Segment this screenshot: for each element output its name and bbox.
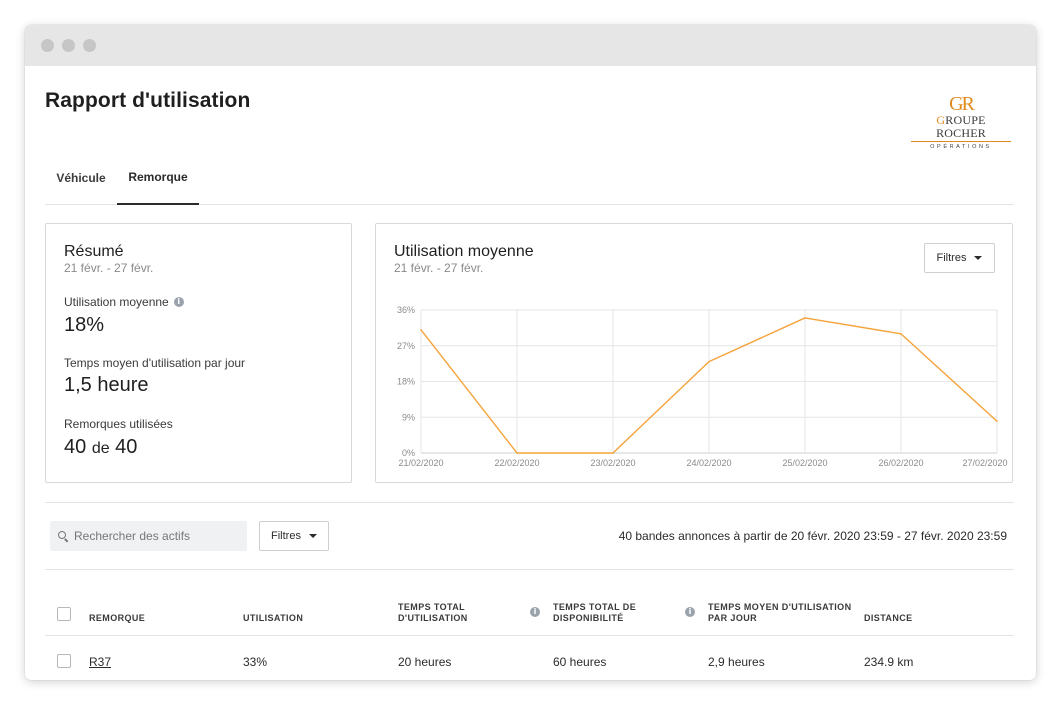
y-tick-label: 18%	[397, 377, 415, 387]
data-point	[996, 420, 998, 423]
th-trailer[interactable]: REMORQUE	[89, 613, 146, 623]
assets-filter-button[interactable]: Filtres	[259, 521, 329, 551]
tab-remorque[interactable]: Remorque	[117, 150, 199, 205]
metric-label-avg-utilisation: Utilisation moyenne i	[64, 295, 184, 309]
metric-label-trailers-used: Remorques utilisées	[64, 417, 173, 431]
x-tick-label: 23/02/2020	[590, 458, 635, 468]
th-avg-per-day[interactable]: TEMPS MOYEN D'UTILISATION PAR JOUR	[708, 602, 852, 623]
asset-search[interactable]	[50, 521, 247, 551]
x-tick-label: 24/02/2020	[686, 458, 731, 468]
metric-value-avg-utilisation: 18%	[64, 314, 105, 336]
data-point	[420, 329, 422, 331]
section-divider	[45, 502, 1014, 503]
window-titlebar	[25, 25, 1036, 66]
search-input[interactable]	[74, 529, 234, 543]
x-tick-label: 25/02/2020	[782, 458, 827, 468]
logo-subtitle: OPÉRATIONS	[930, 144, 992, 150]
window-dot-zoom[interactable]	[83, 39, 96, 52]
caret-down-icon	[308, 534, 317, 538]
cell-total-time: 20 heures	[398, 655, 452, 669]
data-point	[516, 452, 518, 454]
data-point	[612, 452, 614, 454]
th-distance[interactable]: DISTANCE	[864, 613, 913, 623]
info-icon[interactable]: i	[173, 297, 184, 307]
y-tick-label: 36%	[397, 305, 415, 315]
th-availability[interactable]: TEMPS TOTAL DE DISPONIBILITÉ	[553, 602, 637, 623]
chart-filter-button[interactable]: Filtres	[924, 243, 995, 273]
table-header: REMORQUE UTILISATION TEMPS TOTAL D'UTILI…	[45, 591, 1014, 636]
summary-card: Résumé 21 févr. - 27 févr. Utilisation m…	[45, 223, 352, 483]
select-all-checkbox[interactable]	[57, 607, 71, 621]
data-point	[708, 360, 710, 363]
tab-bar: Véhicule Remorque	[45, 150, 1014, 205]
info-icon[interactable]: i	[530, 607, 540, 617]
x-tick-label: 27/02/2020	[962, 458, 1007, 468]
chart-title: Utilisation moyenne	[394, 243, 534, 260]
chart-date-range: 21 févr. - 27 févr.	[394, 261, 484, 275]
x-tick-label: 26/02/2020	[878, 458, 923, 468]
metric-label-avg-time: Temps moyen d'utilisation par jour	[64, 356, 246, 370]
logo-mark: GR	[949, 93, 975, 115]
section-divider	[45, 569, 1014, 570]
metric-value-avg-time: 1,5 heure	[64, 374, 149, 396]
th-total-time[interactable]: TEMPS TOTAL D'UTILISATION	[398, 602, 468, 623]
window-dot-minimize[interactable]	[62, 39, 75, 52]
cell-distance: 234.9 km	[864, 655, 914, 669]
summary-date-range: 21 févr. - 27 févr.	[64, 261, 154, 275]
page-title: Rapport d'utilisation	[45, 89, 251, 112]
search-icon	[58, 531, 68, 541]
th-utilisation[interactable]: UTILISATION	[243, 613, 304, 623]
groupe-rocher-logo: GR GROUPE ROCHER OPÉRATIONS	[911, 93, 1011, 150]
y-tick-label: 0%	[402, 448, 415, 458]
browser-window: Rapport d'utilisation GR GROUPE ROCHER O…	[25, 25, 1036, 680]
asset-range-text: 40 bandes annonces à partir de 20 févr. …	[618, 529, 1007, 543]
x-tick-label: 22/02/2020	[494, 458, 539, 468]
usage-chart-card: Utilisation moyenne 21 févr. - 27 févr. …	[375, 223, 1013, 483]
cell-avg-per-day: 2,9 heures	[708, 655, 765, 669]
row-checkbox[interactable]	[57, 654, 71, 668]
x-tick-label: 21/02/2020	[398, 458, 443, 468]
y-tick-label: 27%	[397, 341, 415, 351]
info-icon[interactable]: i	[685, 607, 695, 617]
usage-line-chart: 36% 27% 18% 9% 0%21/02/2020 22/02/2020 23/02/2…	[397, 305, 1008, 468]
table-row[interactable]: R37 33% 20 heures 60 heures 2,9 heures 2…	[45, 636, 1014, 680]
data-point	[900, 333, 902, 335]
tab-vehicule[interactable]: Véhicule	[56, 170, 106, 185]
metric-value-trailers-used: 40 de 40	[64, 436, 138, 458]
caret-down-icon	[974, 256, 983, 260]
y-tick-label: 9%	[402, 412, 415, 422]
summary-title: Résumé	[64, 243, 124, 260]
page-content: Rapport d'utilisation GR GROUPE ROCHER O…	[25, 66, 1036, 680]
cell-availability: 60 heures	[553, 655, 607, 669]
data-point	[804, 317, 806, 319]
logo-name: GROUPE ROCHER	[911, 114, 1011, 142]
cell-utilisation: 33%	[243, 655, 268, 669]
window-dot-close[interactable]	[41, 39, 54, 52]
trailer-link[interactable]: R37	[89, 655, 112, 669]
